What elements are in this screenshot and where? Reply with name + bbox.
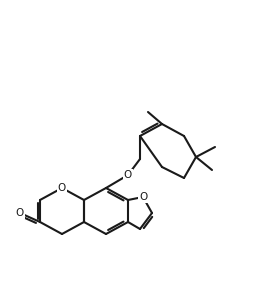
Text: O: O	[124, 170, 132, 180]
Text: O: O	[58, 183, 66, 193]
Text: O: O	[16, 208, 24, 218]
Text: O: O	[139, 192, 147, 202]
